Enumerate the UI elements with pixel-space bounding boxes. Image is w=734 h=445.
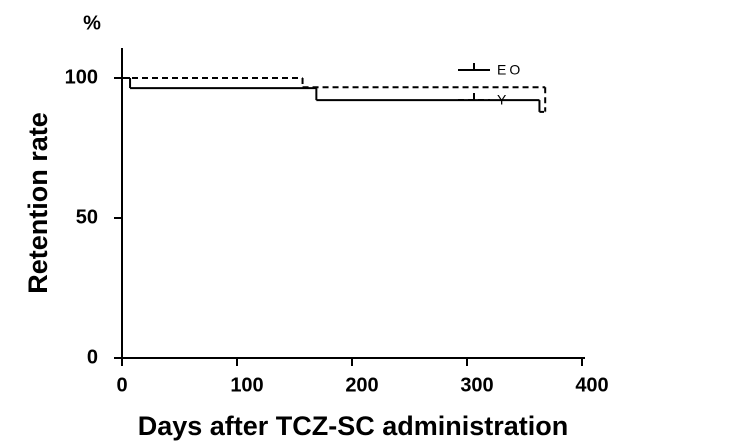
y-unit: %: [83, 12, 101, 34]
legend-label: EO: [497, 62, 523, 78]
x-axis-title: Days after TCZ-SC administration: [138, 411, 569, 441]
y-tick-label: 50: [76, 206, 98, 228]
y-axis-title: Retention rate: [23, 112, 53, 294]
x-tick-label: 100: [230, 374, 263, 396]
x-tick-label: 0: [116, 374, 127, 396]
y-tick-label: 0: [87, 346, 98, 368]
x-tick-label: 300: [460, 374, 493, 396]
x-tick-label: 400: [575, 374, 608, 396]
legend-label: Y: [497, 92, 509, 108]
x-tick-label: 200: [345, 374, 378, 396]
y-tick-label: 100: [65, 66, 98, 88]
